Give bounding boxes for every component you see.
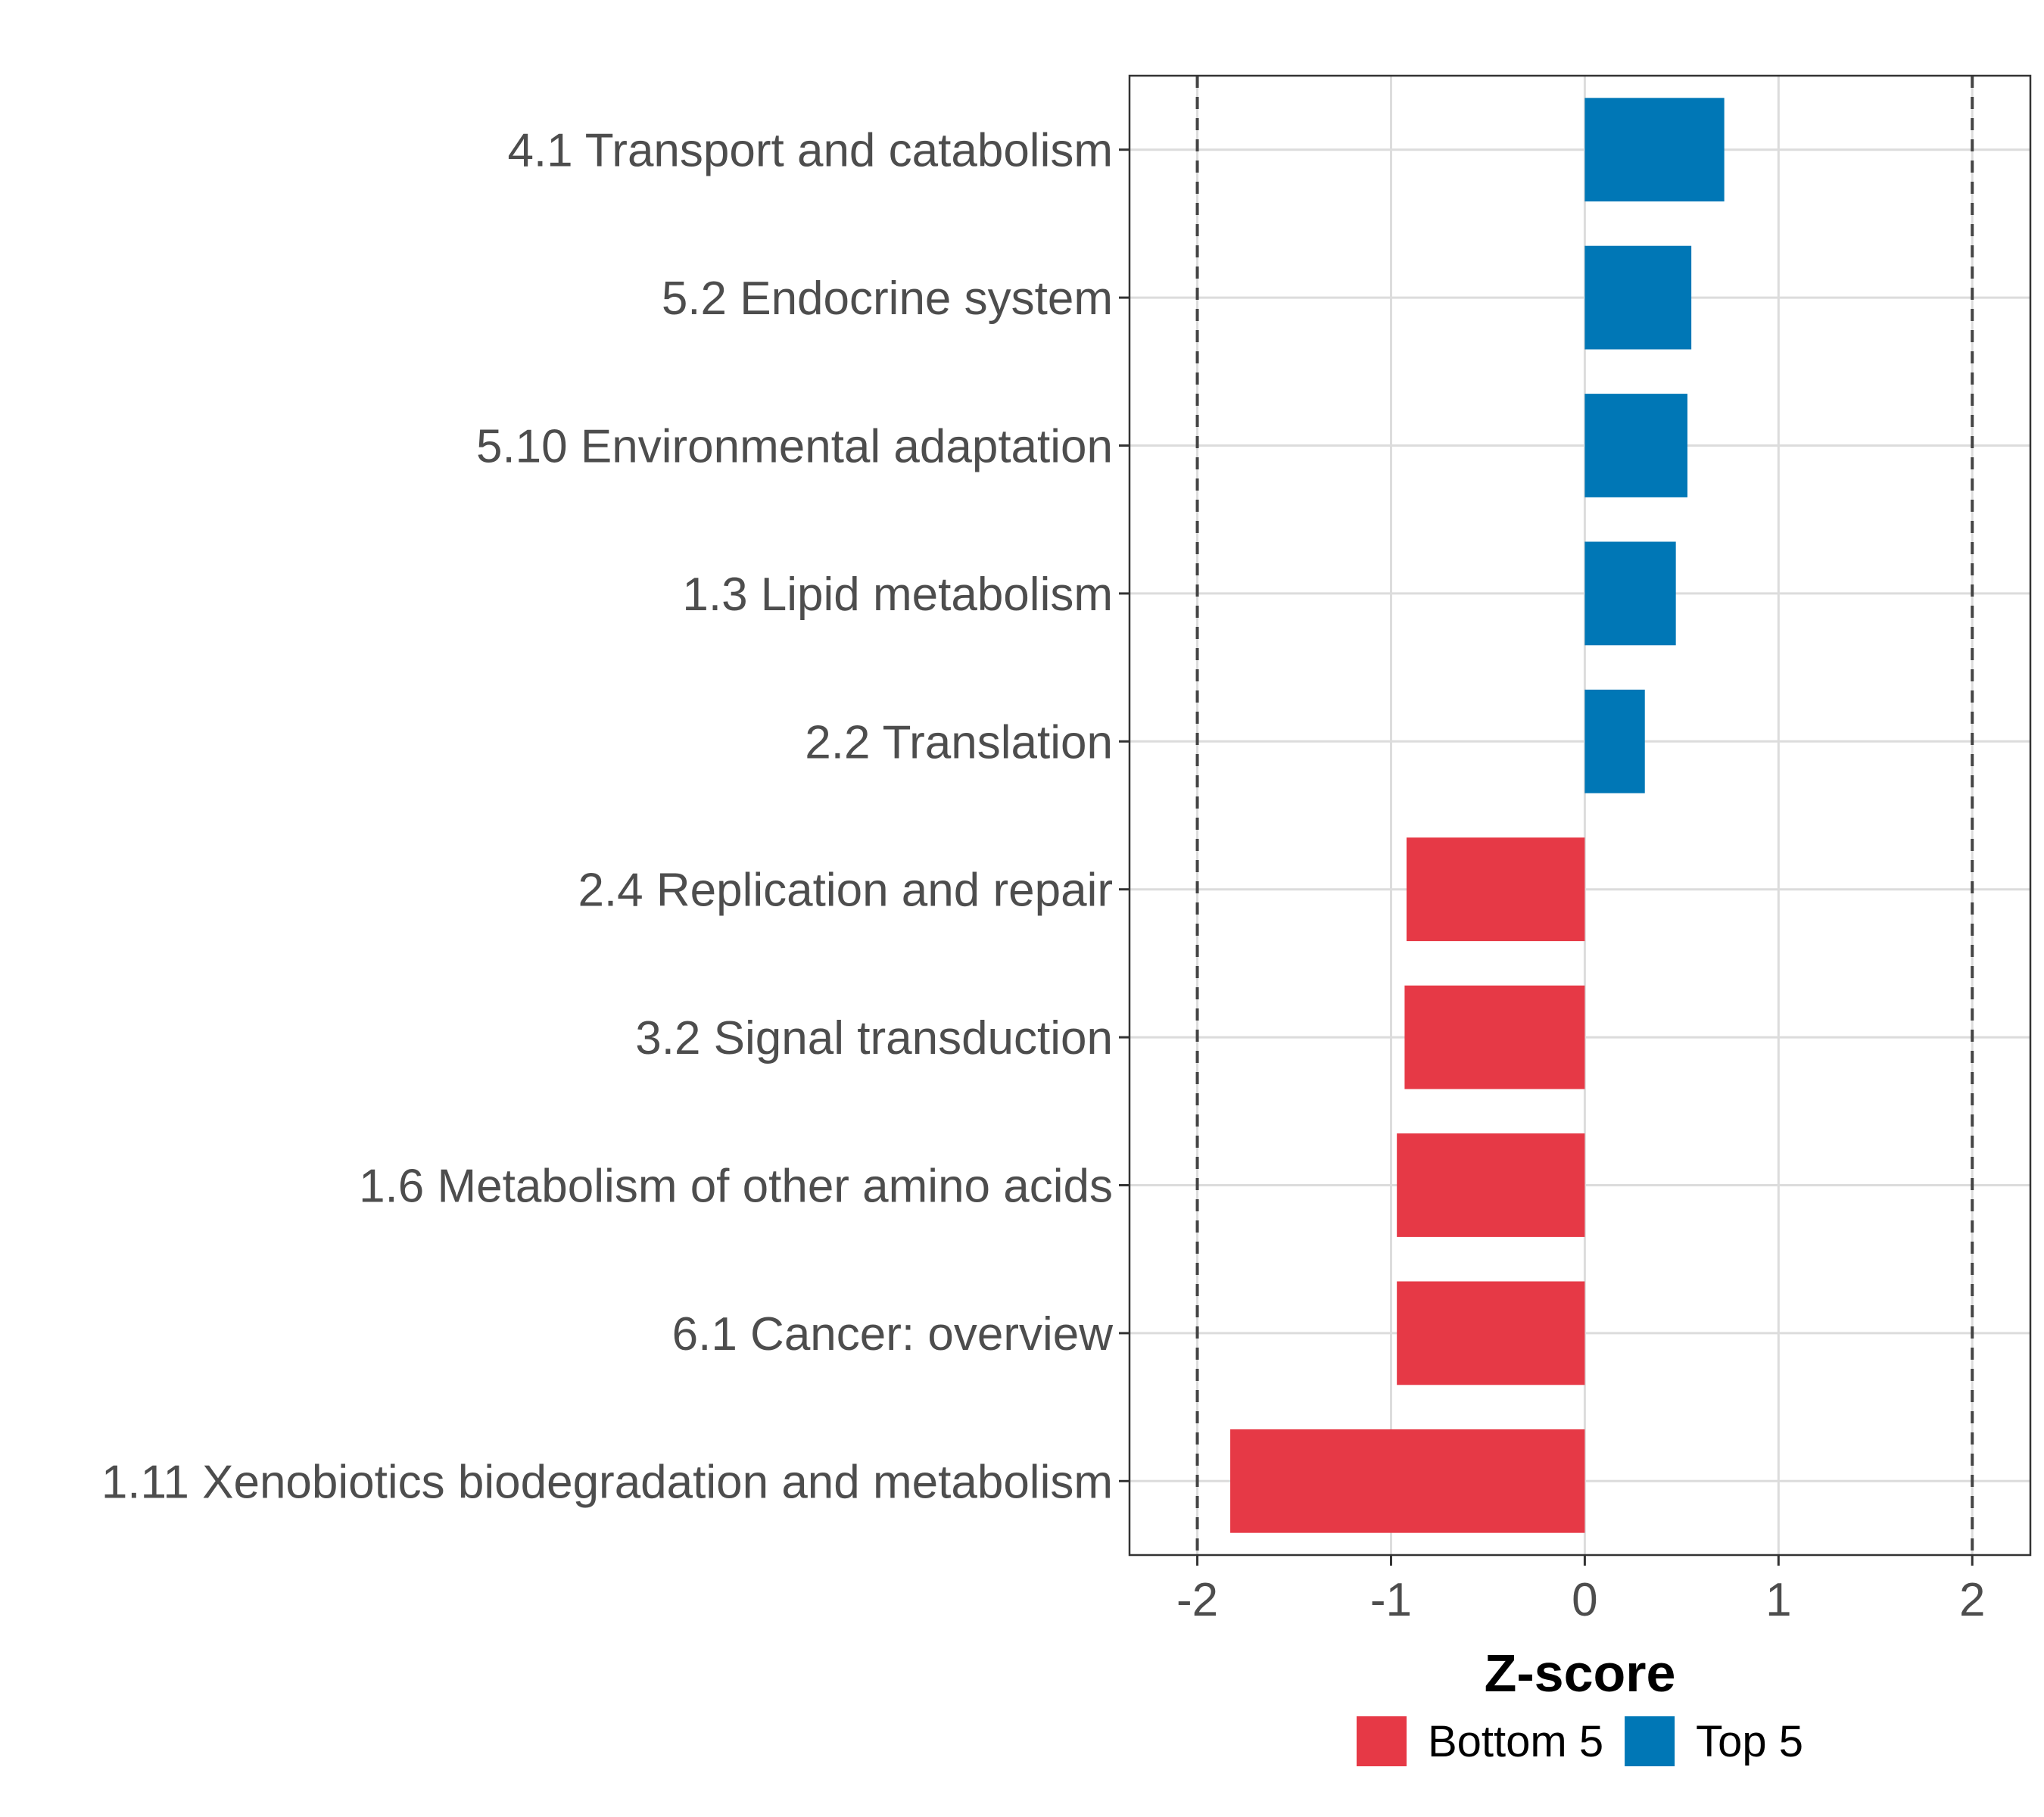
bar — [1397, 1281, 1585, 1385]
bar — [1406, 837, 1585, 942]
x-tick-label: 2 — [1959, 1574, 1985, 1626]
bar-layer — [1230, 98, 1725, 1533]
y-tick-label: 5.10 Environmental adaptation — [476, 421, 1113, 473]
bar — [1404, 985, 1585, 1089]
bar — [1397, 1133, 1585, 1237]
legend: Bottom 5 Top 5 — [1356, 1716, 1803, 1766]
y-axis-ticks: 4.1 Transport and catabolism 5.2 Endocrin… — [101, 125, 1129, 1508]
y-tick-label: 2.4 Replication and repair — [578, 865, 1113, 917]
bar — [1584, 245, 1692, 350]
x-tick-label: 0 — [1572, 1574, 1597, 1626]
x-tick-label: -2 — [1176, 1574, 1218, 1626]
y-tick-label: 1.6 Metabolism of other amino acids — [359, 1161, 1113, 1213]
x-tick-label: 1 — [1765, 1574, 1791, 1626]
y-tick-label: 5.2 Endocrine system — [662, 273, 1113, 325]
bar — [1584, 394, 1688, 497]
legend-swatch — [1356, 1716, 1407, 1766]
bar — [1584, 541, 1676, 646]
y-tick-label: 3.2 Signal transduction — [635, 1012, 1113, 1064]
y-tick-label: 1.3 Lipid metabolism — [682, 569, 1113, 621]
reference-lines — [1195, 76, 1974, 1555]
x-axis-ticks: -2 -1 0 1 2 — [1176, 1555, 1985, 1626]
legend-label: Bottom 5 — [1428, 1717, 1603, 1766]
legend-swatch — [1625, 1716, 1675, 1766]
y-tick-label: 4.1 Transport and catabolism — [507, 125, 1113, 177]
x-axis-title: Z-score — [1485, 1644, 1676, 1703]
bar — [1584, 98, 1725, 202]
x-tick-label: -1 — [1370, 1574, 1412, 1626]
bar — [1230, 1429, 1585, 1533]
y-tick-label: 6.1 Cancer: overview — [672, 1308, 1114, 1360]
legend-label: Top 5 — [1696, 1717, 1803, 1766]
bar — [1584, 689, 1645, 793]
y-tick-label: 2.2 Translation — [805, 716, 1113, 768]
y-tick-label: 1.11 Xenobiotics biodegradation and meta… — [101, 1456, 1113, 1508]
plot-panel-border — [1128, 74, 2032, 1557]
